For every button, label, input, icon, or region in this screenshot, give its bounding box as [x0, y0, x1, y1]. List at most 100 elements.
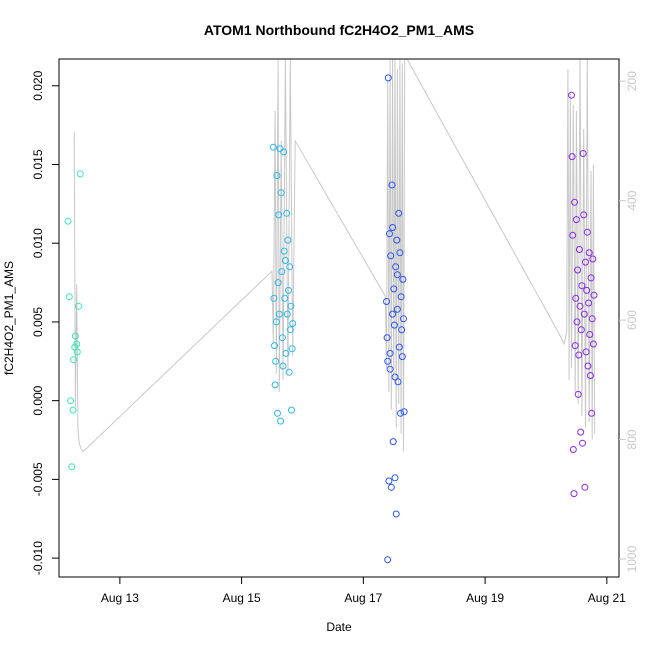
data-point [586, 372, 594, 379]
data-point [275, 211, 283, 219]
data-point [575, 351, 583, 359]
data-point [273, 172, 281, 179]
y-tick-label: 0.005 [31, 307, 45, 337]
secondary-tick-label: 200 [625, 71, 639, 91]
data-point [288, 406, 295, 414]
data-point [395, 209, 403, 217]
y-tick-label: 0.015 [31, 149, 45, 179]
data-point [284, 236, 292, 244]
y-tick-label: -0.005 [31, 462, 45, 496]
data-point [587, 274, 595, 282]
data-point [280, 148, 288, 156]
data-point [387, 483, 395, 491]
data-point [75, 302, 82, 310]
data-point [582, 258, 589, 266]
data-point [285, 286, 292, 294]
x-axis: Aug 13 Aug 15 Aug 17 Aug 19 Aug 21 [101, 577, 626, 605]
data-point [271, 342, 278, 350]
data-point [389, 224, 397, 231]
y-axis: -0.010 -0.005 0.000 0.005 0.010 0.015 0.020 [31, 70, 59, 575]
data-point [384, 357, 392, 365]
data-point [385, 477, 393, 485]
data-point [578, 282, 586, 290]
data-point [283, 209, 291, 217]
data-point [579, 150, 587, 157]
data-point [576, 302, 584, 310]
data-point [70, 356, 78, 364]
data-point [386, 349, 394, 357]
data-point [396, 249, 404, 257]
data-point [400, 315, 407, 323]
data-point [589, 340, 597, 348]
data-point [281, 294, 289, 302]
data-point [384, 74, 392, 82]
x-axis-label: Date [326, 620, 352, 634]
data-point [585, 299, 593, 307]
data-point [579, 439, 586, 447]
data-point [282, 349, 290, 357]
data-point [391, 373, 399, 381]
data-point [279, 362, 287, 370]
data-point [395, 343, 403, 351]
data-point [590, 291, 598, 299]
data-point [269, 143, 277, 151]
data-point [286, 326, 294, 334]
data-point [571, 342, 579, 350]
data-point [283, 310, 291, 318]
data-point [580, 211, 588, 219]
data-point [583, 228, 591, 236]
data-point [584, 362, 592, 370]
data-point [574, 266, 582, 274]
data-point [400, 408, 408, 416]
data-point [388, 181, 396, 189]
data-point [586, 331, 594, 338]
data-point [573, 318, 581, 326]
data-point [392, 263, 400, 271]
data-point [390, 321, 398, 329]
secondary-tick-label: 400 [625, 190, 639, 210]
data-point [69, 406, 77, 414]
data-point [272, 318, 280, 326]
data-point [568, 153, 576, 161]
y-tick-label: 0.020 [31, 70, 45, 100]
data-point [277, 189, 285, 197]
data-point [289, 320, 297, 327]
data-point [383, 334, 391, 342]
data-point [393, 236, 401, 244]
data-point [383, 298, 390, 305]
data-point [392, 510, 400, 518]
secondary-series-line [73, 59, 596, 453]
data-point [67, 397, 75, 405]
data-point [275, 310, 283, 318]
data-point [397, 293, 405, 301]
y-tick-label: 0.000 [31, 385, 45, 415]
secondary-y-axis: 200 400 600 800 1000 [619, 71, 639, 572]
x-tick-label: Aug 13 [101, 591, 139, 605]
data-point [397, 409, 404, 417]
secondary-tick-label: 600 [625, 310, 639, 330]
data-point [277, 417, 285, 425]
data-point [577, 428, 585, 436]
data-point [71, 332, 79, 340]
y-tick-label: 0.010 [31, 228, 45, 258]
data-point [583, 286, 591, 294]
data-point [68, 463, 76, 471]
data-point [386, 365, 394, 373]
data-point [278, 334, 286, 342]
secondary-line-layer [73, 59, 596, 453]
data-point [575, 246, 583, 253]
data-point [285, 368, 293, 376]
chart-title: ATOM1 Northbound fC2H4O2_PM1_AMS [204, 22, 474, 38]
x-tick-label: Aug 19 [466, 591, 504, 605]
data-point [568, 91, 575, 99]
data-point [570, 490, 578, 498]
data-point [574, 390, 582, 398]
data-point [589, 255, 597, 263]
secondary-tick-label: 800 [625, 429, 639, 449]
data-point [274, 409, 281, 417]
data-point [393, 271, 401, 279]
data-point [572, 294, 580, 302]
data-point [572, 216, 580, 224]
data-point [387, 252, 395, 260]
data-point [389, 438, 397, 446]
